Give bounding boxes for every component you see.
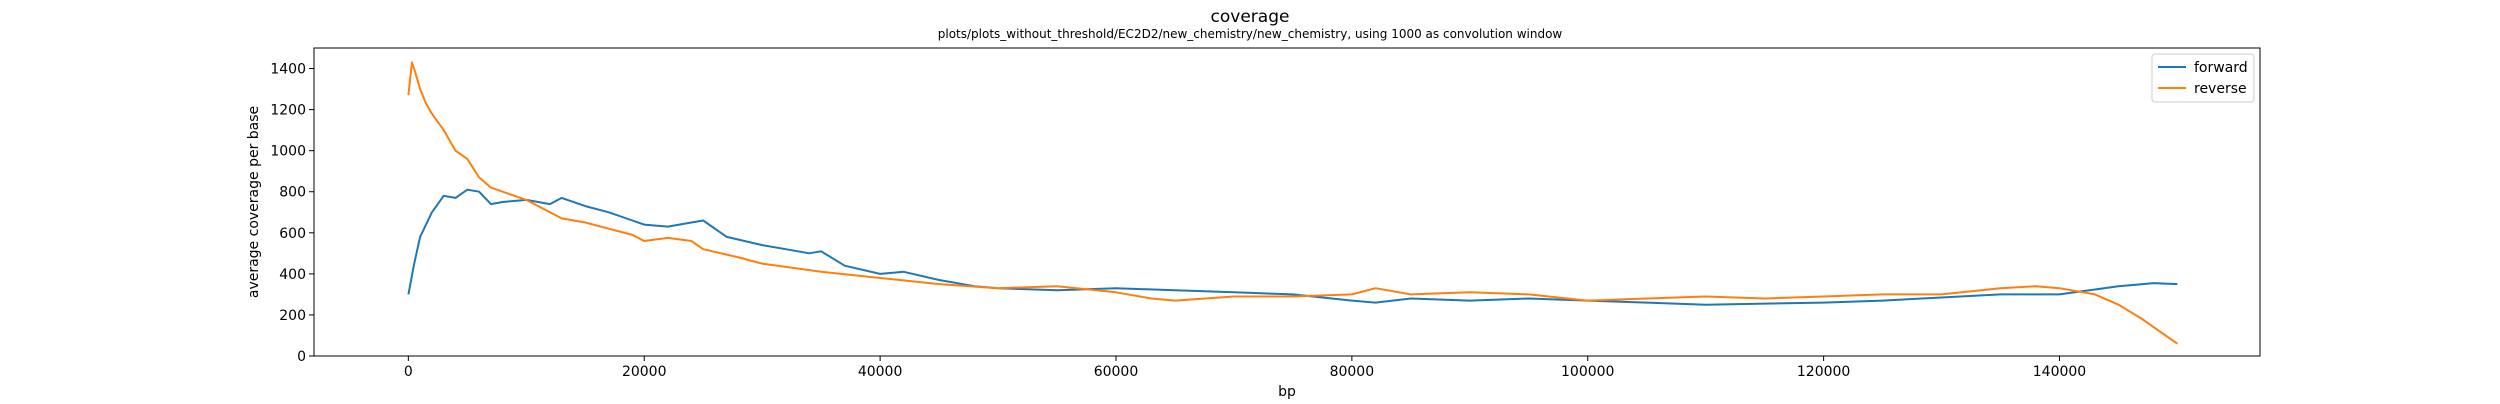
legend-label-reverse: reverse: [2194, 81, 2247, 97]
legend-label-forward: forward: [2194, 60, 2248, 76]
chart-title: coverage: [1211, 7, 1290, 27]
y-tick-label: 400: [279, 267, 306, 283]
y-tick-label: 800: [279, 185, 306, 201]
x-tick-label: 0: [404, 364, 413, 380]
y-axis-label: average coverage per base: [246, 106, 262, 298]
chart-subtitle: plots/plots_without_threshold/EC2D2/new_…: [938, 27, 1563, 41]
series-line-forward: [407, 188, 2178, 306]
y-tick-label: 1400: [270, 62, 306, 78]
y-tick-label: 200: [279, 308, 306, 324]
y-tick-label: 600: [279, 226, 306, 242]
x-tick-label: 60000: [1094, 364, 1139, 380]
x-tick-label: 120000: [1797, 364, 1850, 380]
plot-area: [407, 61, 2178, 345]
legend: forward reverse: [2151, 53, 2255, 103]
x-tick-label: 140000: [2033, 364, 2086, 380]
y-tick-label: 0: [297, 349, 306, 365]
x-axis-label: bp: [1278, 384, 1296, 400]
x-tick-label: 100000: [1561, 364, 1614, 380]
y-tick-label: 1000: [270, 144, 306, 160]
x-tick-label: 40000: [858, 364, 903, 380]
axes: 0 20000 40000 60000 80000 100000 120000 140000 0…: [270, 62, 2086, 380]
x-tick-label: 20000: [622, 364, 667, 380]
plot-frame: [313, 47, 2261, 357]
x-tick-label: 80000: [1330, 364, 1375, 380]
series-line-reverse: [407, 61, 2178, 345]
y-tick-label: 1200: [270, 103, 306, 119]
